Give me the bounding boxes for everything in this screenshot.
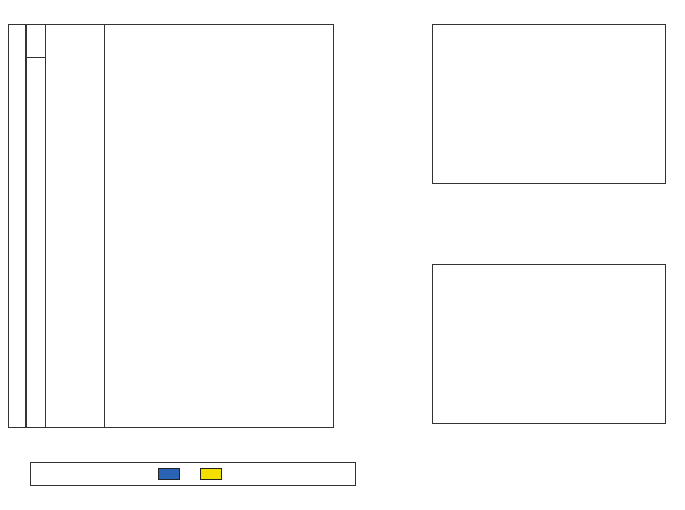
plot-c bbox=[432, 264, 666, 424]
purbeck-spacer bbox=[26, 24, 46, 58]
panel-c bbox=[398, 246, 674, 476]
ylabel-c bbox=[396, 264, 410, 424]
malm-box bbox=[26, 58, 46, 428]
legend-measured bbox=[200, 468, 228, 480]
stratigraphy-box bbox=[8, 24, 26, 428]
swatch-modeled bbox=[158, 468, 180, 480]
swatch-measured bbox=[200, 468, 222, 480]
ylabel-b bbox=[396, 24, 410, 184]
panel-b bbox=[398, 6, 674, 236]
figure bbox=[0, 0, 685, 510]
row-labels bbox=[46, 24, 104, 428]
legend-modeled bbox=[158, 468, 186, 480]
plot-b bbox=[432, 24, 666, 184]
panel-a bbox=[8, 6, 380, 446]
legend bbox=[30, 462, 356, 486]
axis-a-ticks bbox=[104, 430, 334, 444]
plot-a bbox=[104, 24, 334, 428]
